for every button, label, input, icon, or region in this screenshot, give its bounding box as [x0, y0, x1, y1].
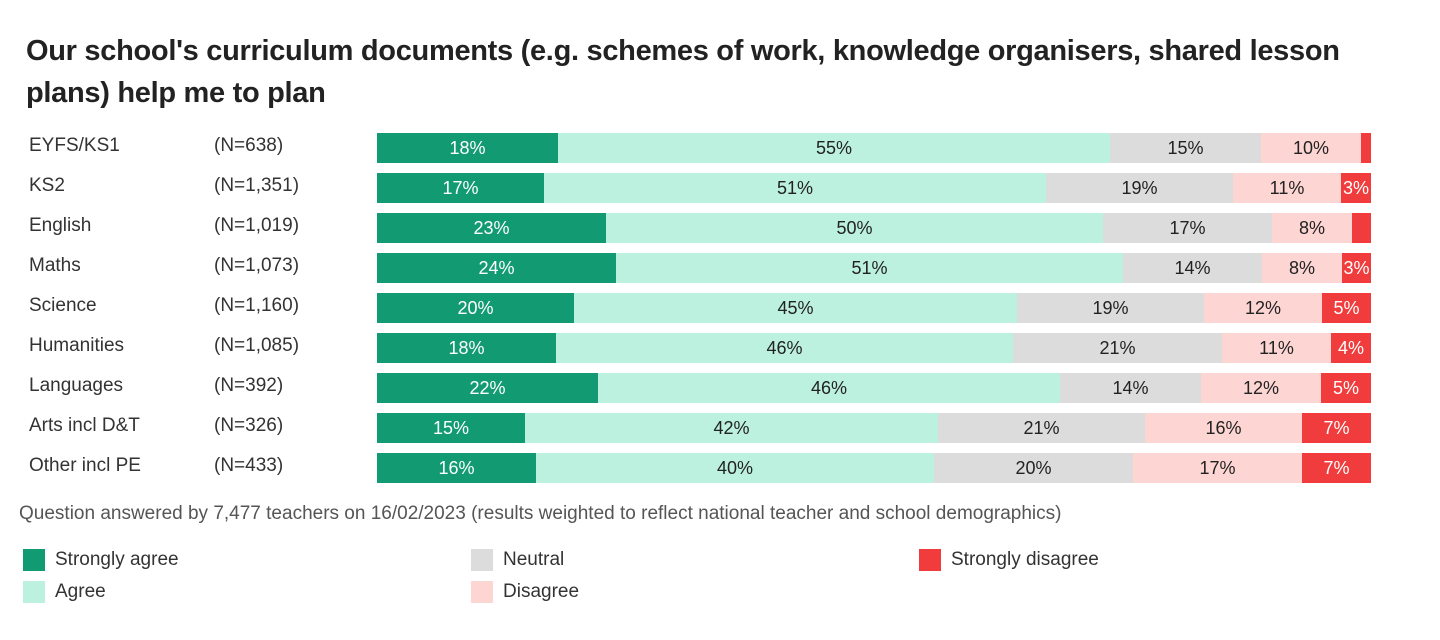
bar-segment-agree: 46% — [556, 333, 1013, 363]
bar-segment-disagree: 12% — [1201, 373, 1321, 403]
bar-segment-agree: 45% — [574, 293, 1017, 323]
bar-segment-neutral: 19% — [1046, 173, 1233, 203]
legend-item-agree: Agree — [23, 579, 106, 605]
bar-segment-strongly-disagree: 7% — [1302, 453, 1371, 483]
sample-size-label: (N=1,019) — [214, 215, 300, 236]
sample-size-label: (N=1,351) — [214, 175, 300, 196]
category-label: Languages — [29, 375, 124, 396]
bar-segment-disagree: 11% — [1233, 173, 1341, 203]
legend-swatch — [919, 549, 941, 571]
sample-size-label: (N=638) — [214, 135, 284, 156]
bar-segment-disagree: 16% — [1145, 413, 1302, 443]
chart-row: Maths (N=1,073) 24% 51% 14% 8% 3% — [0, 250, 1440, 283]
category-label: Humanities — [29, 335, 125, 356]
category-label: Other incl PE — [29, 455, 141, 476]
legend-label: Strongly disagree — [951, 549, 1099, 570]
bar-segment-strongly-agree: 18% — [377, 333, 556, 363]
bar-segment-neutral: 14% — [1123, 253, 1262, 283]
sample-size-label: (N=1,160) — [214, 295, 300, 316]
legend-label: Disagree — [503, 581, 580, 602]
sample-size-label: (N=1,085) — [214, 335, 300, 356]
stacked-bar: 17% 51% 19% 11% 3% — [377, 173, 1371, 203]
stacked-bar: 18% 55% 15% 10% — [377, 133, 1371, 163]
legend-item-strongly-disagree: Strongly disagree — [919, 547, 1099, 573]
category-label: English — [29, 215, 92, 236]
bar-segment-disagree: 8% — [1262, 253, 1342, 283]
legend-swatch — [471, 549, 493, 571]
bar-segment-agree: 42% — [525, 413, 938, 443]
bar-segment-disagree: 8% — [1272, 213, 1352, 243]
stacked-bar: 23% 50% 17% 8% — [377, 213, 1371, 243]
bar-segment-agree: 40% — [536, 453, 934, 483]
chart-legend: Strongly agree Agree Neutral Disagree Strong… — [0, 545, 1440, 615]
bar-segment-neutral: 21% — [1013, 333, 1222, 363]
bar-segment-disagree: 11% — [1222, 333, 1331, 363]
chart-row: EYFS/KS1 (N=638) 18% 55% 15% 10% — [0, 130, 1440, 163]
chart-row: Languages (N=392) 22% 46% 14% 12% 5% — [0, 370, 1440, 403]
bar-segment-disagree: 10% — [1261, 133, 1361, 163]
bar-segment-strongly-agree: 16% — [377, 453, 536, 483]
legend-item-disagree: Disagree — [471, 579, 579, 605]
bar-segment-agree: 50% — [606, 213, 1103, 243]
bar-segment-strongly-disagree: 5% — [1322, 293, 1371, 323]
bar-segment-agree: 51% — [544, 173, 1046, 203]
bar-segment-strongly-disagree: 7% — [1302, 413, 1371, 443]
stacked-bar: 22% 46% 14% 12% 5% — [377, 373, 1371, 403]
bar-segment-strongly-agree: 18% — [377, 133, 558, 163]
legend-item-strongly-agree: Strongly agree — [23, 547, 179, 573]
bar-segment-strongly-disagree: 3% — [1341, 173, 1371, 203]
stacked-bar: 24% 51% 14% 8% 3% — [377, 253, 1371, 283]
bar-segment-strongly-agree: 22% — [377, 373, 598, 403]
bar-segment-strongly-agree: 17% — [377, 173, 544, 203]
bar-segment-strongly-disagree: 4% — [1331, 333, 1371, 363]
category-label: KS2 — [29, 175, 65, 196]
legend-swatch — [471, 581, 493, 603]
chart-row: KS2 (N=1,351) 17% 51% 19% 11% 3% — [0, 170, 1440, 203]
chart-row: Arts incl D&T (N=326) 15% 42% 21% 16% 7% — [0, 410, 1440, 443]
category-label: Arts incl D&T — [29, 415, 140, 436]
category-label: EYFS/KS1 — [29, 135, 120, 156]
bar-segment-neutral: 14% — [1060, 373, 1201, 403]
sample-size-label: (N=433) — [214, 455, 284, 476]
legend-swatch — [23, 581, 45, 603]
category-label: Science — [29, 295, 97, 316]
bar-segment-neutral: 19% — [1017, 293, 1204, 323]
bar-segment-neutral: 15% — [1110, 133, 1261, 163]
legend-swatch — [23, 549, 45, 571]
legend-label: Strongly agree — [55, 549, 179, 570]
legend-item-neutral: Neutral — [471, 547, 564, 573]
stacked-bar: 16% 40% 20% 17% 7% — [377, 453, 1371, 483]
chart-footnote: Question answered by 7,477 teachers on 1… — [19, 503, 1062, 524]
stacked-bar: 15% 42% 21% 16% 7% — [377, 413, 1371, 443]
chart-row: Other incl PE (N=433) 16% 40% 20% 17% 7% — [0, 450, 1440, 483]
bar-segment-agree: 46% — [598, 373, 1060, 403]
chart-row: English (N=1,019) 23% 50% 17% 8% — [0, 210, 1440, 243]
legend-label: Neutral — [503, 549, 565, 570]
bar-segment-strongly-agree: 24% — [377, 253, 616, 283]
bar-segment-neutral: 20% — [934, 453, 1133, 483]
bar-segment-disagree: 12% — [1204, 293, 1322, 323]
chart-row: Science (N=1,160) 20% 45% 19% 12% 5% — [0, 290, 1440, 323]
bar-segment-strongly-disagree: 5% — [1321, 373, 1371, 403]
sample-size-label: (N=326) — [214, 415, 284, 436]
bar-segment-agree: 55% — [558, 133, 1110, 163]
bar-segment-neutral: 17% — [1103, 213, 1272, 243]
bar-segment-disagree: 17% — [1133, 453, 1302, 483]
bar-segment-strongly-disagree — [1352, 213, 1371, 243]
bar-segment-strongly-disagree: 3% — [1342, 253, 1371, 283]
sample-size-label: (N=1,073) — [214, 255, 300, 276]
bar-segment-strongly-agree: 20% — [377, 293, 574, 323]
bar-segment-strongly-agree: 23% — [377, 213, 606, 243]
bar-segment-strongly-disagree — [1361, 133, 1371, 163]
category-label: Maths — [29, 255, 81, 276]
bar-segment-agree: 51% — [616, 253, 1123, 283]
sample-size-label: (N=392) — [214, 375, 284, 396]
chart-title: Our school's curriculum documents (e.g. … — [26, 35, 1340, 109]
stacked-bar: 18% 46% 21% 11% 4% — [377, 333, 1371, 363]
stacked-bar: 20% 45% 19% 12% 5% — [377, 293, 1371, 323]
legend-label: Agree — [55, 581, 106, 602]
bar-segment-neutral: 21% — [938, 413, 1145, 443]
chart-row: Humanities (N=1,085) 18% 46% 21% 11% 4% — [0, 330, 1440, 363]
bar-segment-strongly-agree: 15% — [377, 413, 525, 443]
